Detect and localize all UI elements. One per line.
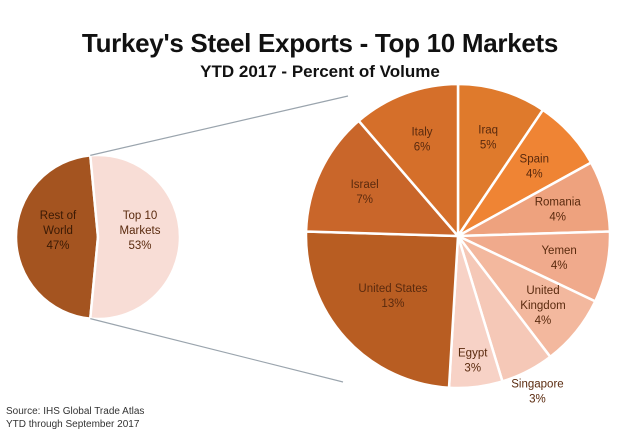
slice-israel (304, 119, 461, 238)
label-italy: Italy 6% (411, 127, 432, 154)
slice-italy (357, 82, 460, 240)
chart-footer: Source: IHS Global Trade Atlas YTD throu… (6, 405, 144, 431)
connector-line-bottom (90, 318, 344, 383)
date-note: YTD through September 2017 (6, 419, 140, 430)
slice-rest-of-world (14, 154, 100, 320)
label-romania: Romania 4% (535, 196, 582, 223)
label-united-kingdom: United Kingdom 4% (520, 285, 565, 327)
label-spain: Spain 4% (520, 154, 549, 181)
label-yemen: Yemen 4% (541, 245, 576, 272)
label-egypt: Egypt 3% (458, 347, 488, 374)
connector-line-top (90, 95, 349, 156)
label-united-states: United States 13% (358, 283, 427, 310)
slice-united-states (304, 230, 460, 390)
label-top-10-markets: Top 10 Markets 53% (120, 210, 161, 252)
label-iraq: Iraq 5% (478, 125, 498, 152)
chart-title: Turkey's Steel Exports - Top 10 Markets (81, 28, 559, 58)
source-note: Source: IHS Global Trade Atlas (6, 406, 145, 417)
slice-iraq (456, 82, 545, 241)
label-rest-of-world: Rest of World 47% (40, 210, 77, 252)
label-israel: Israel 7% (351, 179, 379, 206)
slice-top-10-markets (88, 153, 182, 321)
chart-subtitle: YTD 2017 - Percent of Volume (200, 62, 440, 81)
label-singapore: Singapore 3% (511, 378, 563, 405)
